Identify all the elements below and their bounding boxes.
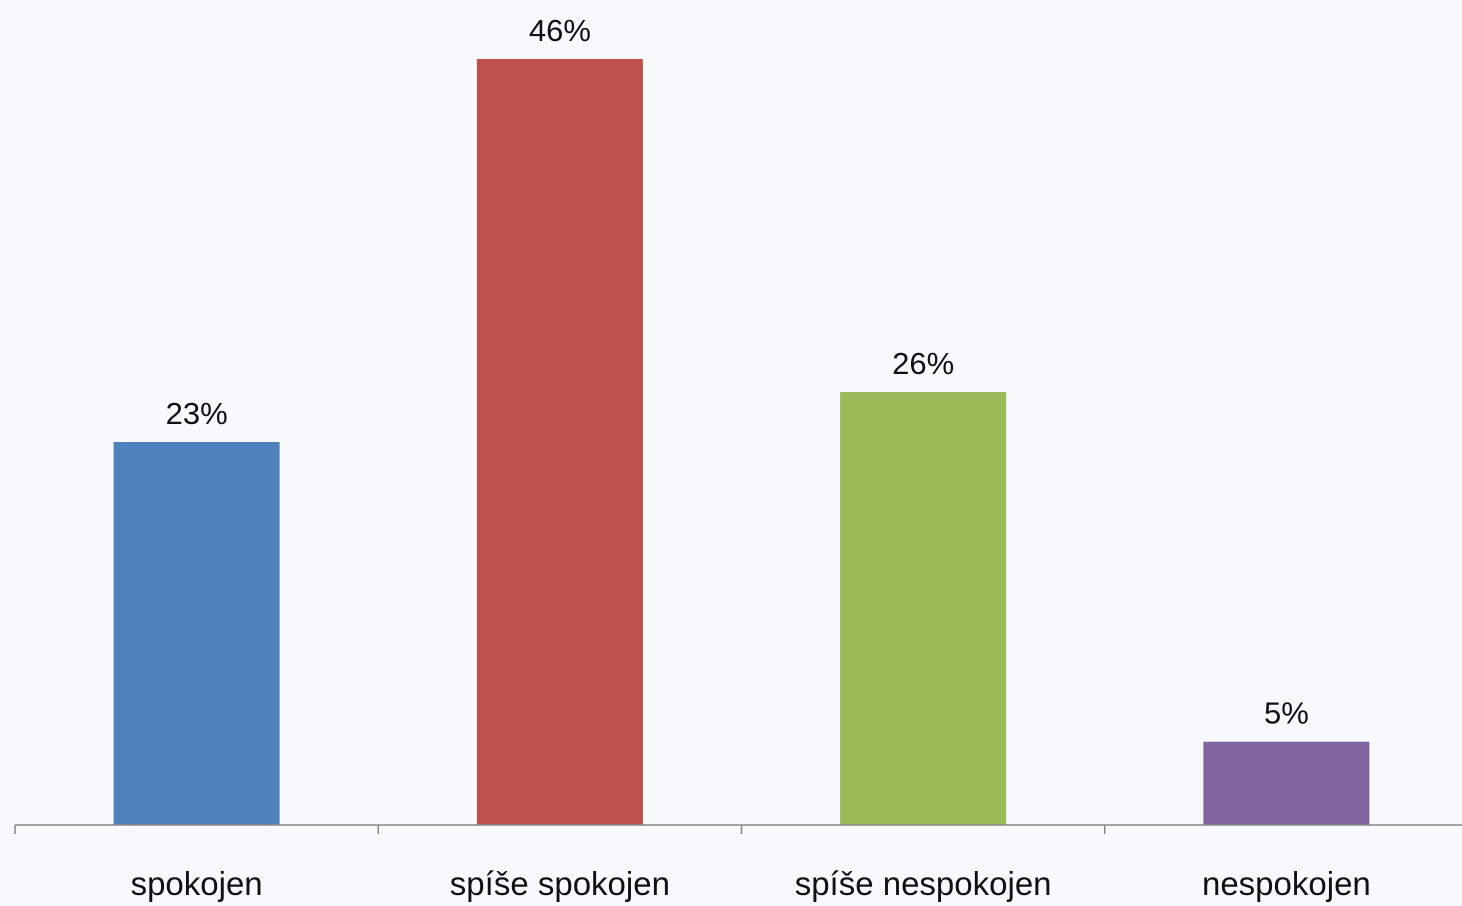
data-label-spise-nespokojen: 26%	[892, 346, 954, 381]
data-label-spise-spokojen: 46%	[529, 13, 591, 48]
value-labels-group: 23% 46% 26% 5%	[166, 13, 1309, 731]
category-label-spokojen: spokojen	[131, 865, 263, 902]
bars-group	[113, 59, 1370, 825]
bar-spise-nespokojen	[840, 392, 1007, 825]
bar-spise-spokojen	[476, 59, 643, 825]
data-label-nespokojen: 5%	[1264, 696, 1309, 731]
category-labels-group: spokojen spíše spokojen spíše nespokojen ne…	[131, 865, 1371, 902]
category-label-nespokojen: nespokojen	[1202, 865, 1371, 902]
category-label-spise-nespokojen: spíše nespokojen	[795, 865, 1052, 902]
data-label-spokojen: 23%	[166, 396, 228, 431]
category-label-spise-spokojen: spíše spokojen	[450, 865, 670, 902]
bar-nespokojen	[1203, 741, 1370, 825]
x-axis-ticks	[14, 825, 1106, 834]
bar-spokojen	[113, 442, 280, 825]
